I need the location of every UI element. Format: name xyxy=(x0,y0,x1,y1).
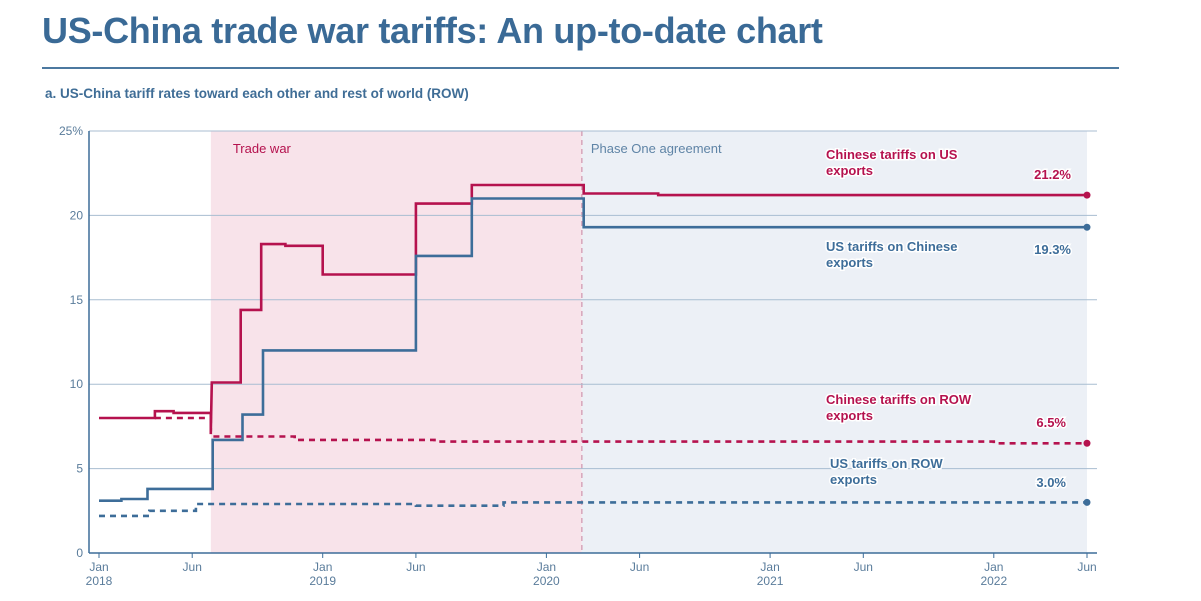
series-label-chinese-row: exports xyxy=(826,408,873,423)
trade-war-label: Trade war xyxy=(233,141,292,156)
x-tick-year: 2020 xyxy=(533,574,560,588)
series-endpoint-us-chinese xyxy=(1083,223,1091,231)
series-label-chinese-us: Chinese tariffs on US xyxy=(826,147,958,162)
chart-subtitle: a. US-China tariff rates toward each oth… xyxy=(45,86,469,101)
x-tick-label: Jun xyxy=(183,560,202,574)
data-label-chinese-us: 21.2% xyxy=(1034,167,1071,182)
phase-one-shading xyxy=(581,131,1087,553)
x-tick-label: Jun xyxy=(1077,560,1096,574)
x-tick-label: Jun xyxy=(406,560,425,574)
y-tick-label: 10 xyxy=(70,377,84,391)
y-tick-label: 20 xyxy=(70,208,84,222)
x-tick-label: Jan xyxy=(89,560,108,574)
x-tick-year: 2021 xyxy=(757,574,784,588)
data-label-us-chinese: 19.3% xyxy=(1034,242,1071,257)
x-tick-year: 2018 xyxy=(86,574,113,588)
series-line-chinese-row xyxy=(154,416,1087,445)
page-title: US-China trade war tariffs: An up-to-dat… xyxy=(42,10,823,51)
series-line-us-chinese xyxy=(99,197,1087,502)
series-endpoint-chinese-row xyxy=(1083,439,1091,447)
series-line-chinese-us xyxy=(99,183,1087,432)
title-divider xyxy=(42,67,1119,69)
x-tick-year: 2022 xyxy=(980,574,1007,588)
series-label-us-chinese: US tariffs on Chinese xyxy=(826,239,957,254)
series-label-chinese-us: exports xyxy=(826,163,873,178)
x-tick-label: Jan xyxy=(313,560,332,574)
x-tick-label: Jun xyxy=(630,560,649,574)
series-endpoint-chinese-us xyxy=(1083,191,1091,199)
series-label-chinese-row: Chinese tariffs on ROW xyxy=(826,392,972,407)
y-tick-label: 25% xyxy=(59,124,83,138)
x-tick-label: Jan xyxy=(537,560,556,574)
x-tick-year: 2019 xyxy=(309,574,336,588)
series-line-us-row xyxy=(99,501,1087,518)
x-tick-label: Jun xyxy=(854,560,873,574)
series-label-us-row: US tariffs on ROW xyxy=(830,456,943,471)
series-label-us-row: exports xyxy=(830,472,877,487)
series-endpoint-us-row xyxy=(1083,498,1091,506)
y-tick-label: 5 xyxy=(76,462,83,476)
trade-war-shading xyxy=(210,131,582,553)
y-tick-label: 0 xyxy=(76,546,83,560)
y-tick-label: 15 xyxy=(70,293,84,307)
data-label-us-row: 3.0% xyxy=(1036,475,1066,490)
data-label-chinese-row: 6.5% xyxy=(1036,415,1066,430)
phase-one-label: Phase One agreement xyxy=(591,141,722,156)
x-tick-label: Jan xyxy=(984,560,1003,574)
series-label-us-chinese: exports xyxy=(826,255,873,270)
x-tick-label: Jan xyxy=(760,560,779,574)
